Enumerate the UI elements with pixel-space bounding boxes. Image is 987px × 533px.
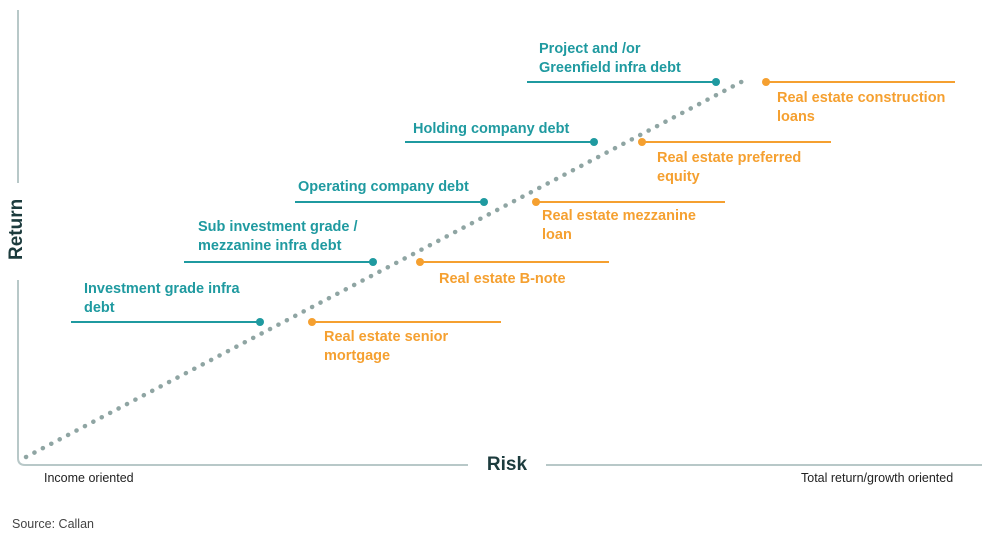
infra-dot-operating	[480, 198, 488, 206]
x-axis-left-label: Income oriented	[44, 471, 134, 485]
infra-label-project: Project and /or Greenfield infra debt	[539, 41, 681, 76]
infra-label-sub-investment: Sub investment grade / mezzanine infra de…	[198, 219, 358, 254]
x-axis-title: Risk	[486, 454, 528, 475]
re-dot-b-note	[416, 258, 424, 266]
re-label-senior: Real estate senior mortgage	[324, 329, 449, 364]
x-axis-right-label: Total return/growth oriented	[801, 471, 954, 485]
infra-label-investment-grade: Investment grade infra debt	[84, 281, 240, 316]
re-dot-preferred	[638, 138, 646, 146]
infra-dot-holding	[590, 138, 598, 146]
re-dot-construction	[762, 78, 770, 86]
infra-dot-investment-grade	[256, 318, 264, 326]
re-label-b-note: Real estate B-note	[439, 271, 566, 287]
re-label-preferred: Real estate preferred equity	[657, 150, 802, 185]
axis-corner	[17, 457, 26, 466]
y-axis-title: Return	[6, 198, 27, 260]
re-dot-mezzanine	[532, 198, 540, 206]
trend-line	[23, 77, 748, 460]
infra-label-operating: Operating company debt	[298, 179, 469, 195]
re-label-mezzanine: Real estate mezzanine loan	[542, 208, 696, 243]
source-note: Source: Callan	[12, 517, 94, 531]
re-dot-senior	[308, 318, 316, 326]
infra-label-holding: Holding company debt	[413, 121, 570, 137]
infra-dot-project	[712, 78, 720, 86]
infra-dot-sub-investment	[369, 258, 377, 266]
re-label-construction: Real estate construction loans	[777, 90, 946, 125]
